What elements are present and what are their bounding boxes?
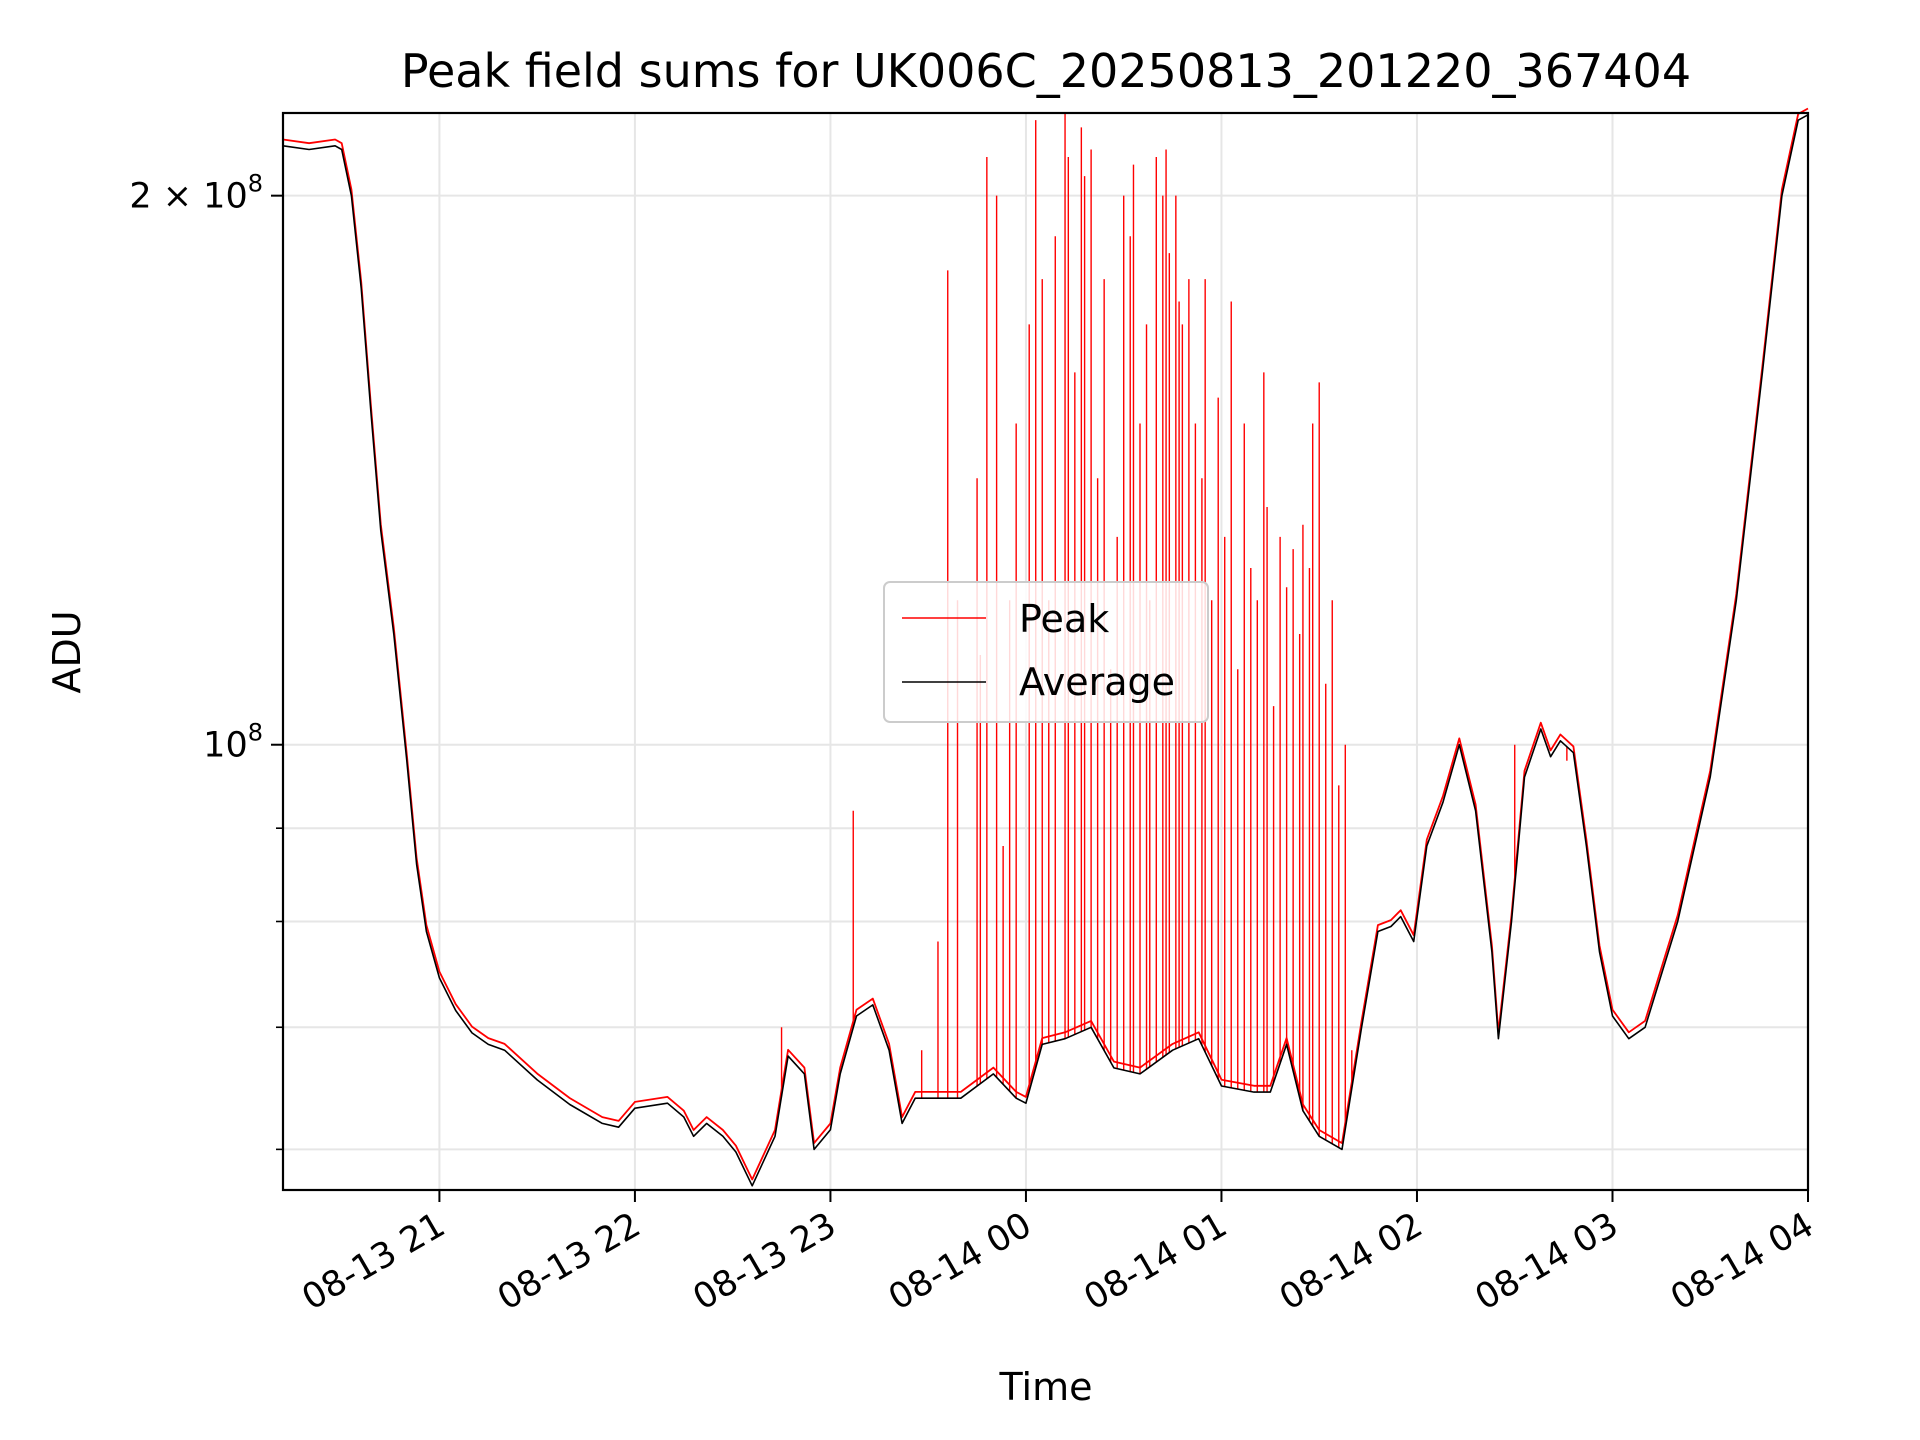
y-tick-label: 2 × 108 xyxy=(129,170,263,217)
legend-label-average: Average xyxy=(1019,660,1175,704)
legend-box xyxy=(883,581,1209,723)
plot-area-frame xyxy=(281,111,1810,1192)
series-line-average xyxy=(282,114,1809,1187)
series-line-peak xyxy=(282,107,1809,1181)
y-tick-base: 10 xyxy=(203,726,248,766)
y-tick-exponent: 8 xyxy=(248,719,263,747)
y-tick-label: 108 xyxy=(203,719,263,766)
x-axis-label: Time xyxy=(999,1365,1093,1409)
y-tick-coefficient: 2 × xyxy=(129,177,203,217)
legend-label-peak: Peak xyxy=(1019,597,1109,641)
y-axis-label: ADU xyxy=(45,610,89,693)
legend: Peak Average xyxy=(883,581,1209,723)
y-tick-base: 10 xyxy=(203,177,248,217)
chart-title: Peak field sums for UK006C_20250813_2012… xyxy=(401,44,1691,98)
y-tick-exponent: 8 xyxy=(248,170,263,198)
